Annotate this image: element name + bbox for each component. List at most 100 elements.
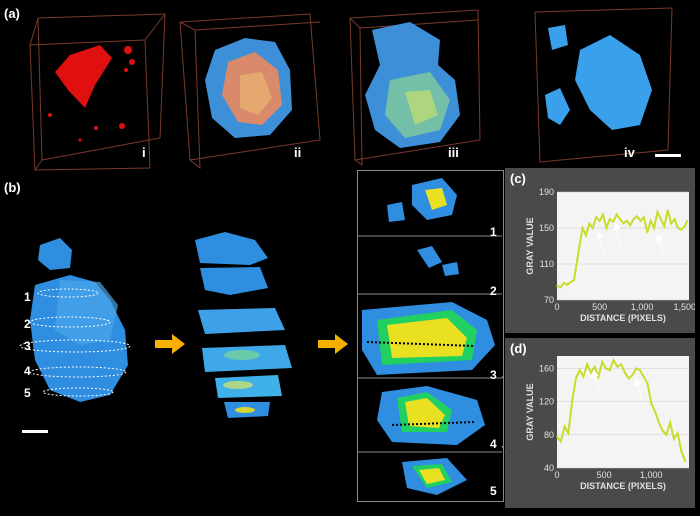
data-point [563, 425, 566, 428]
y-tick-label: 80 [544, 430, 554, 440]
data-point [622, 222, 625, 225]
data-point [636, 215, 638, 218]
data-point [669, 421, 671, 424]
plot-area [557, 192, 689, 300]
slice-number-4: 4 [24, 364, 31, 378]
slice-number-1: 1 [24, 290, 31, 304]
data-point [581, 227, 584, 229]
data-point [670, 222, 672, 225]
data-point [588, 222, 591, 225]
data-point [639, 220, 642, 222]
data-point [680, 229, 683, 231]
data-point [663, 225, 666, 227]
arrow-right-1 [155, 334, 185, 354]
y-tick-label: 40 [544, 463, 554, 473]
data-point [666, 209, 669, 211]
slice-number-5: 5 [24, 386, 31, 400]
arrow-right-2 [318, 334, 348, 354]
annotation-arrow [658, 240, 665, 255]
data-point [632, 218, 635, 220]
rendering-ii-cube [179, 13, 321, 170]
data-point [680, 450, 683, 453]
profile-line [556, 208, 689, 289]
annotation-arrowhead [595, 231, 604, 240]
x-tick-label: 0 [554, 302, 559, 312]
data-point [653, 227, 655, 229]
data-point [578, 247, 580, 249]
data-point [684, 460, 687, 463]
data-point [620, 363, 622, 366]
annotation-arrowhead [590, 369, 599, 378]
x-tick-label: 500 [597, 470, 612, 480]
annotation-arrowhead [612, 222, 621, 231]
data-point [605, 367, 607, 370]
data-point [575, 263, 578, 265]
data-point [559, 440, 562, 443]
rendering-i-cube [29, 13, 166, 172]
x-tick-label: 500 [592, 302, 607, 312]
data-point [627, 377, 630, 380]
panel-a-renderings [29, 7, 681, 172]
x-axis-title: DISTANCE (PIXELS) [580, 313, 666, 323]
data-point [642, 375, 645, 378]
y-axis-title: GRAY VALUE [525, 383, 535, 440]
data-point [612, 359, 615, 361]
data-point [601, 361, 604, 363]
data-point [649, 220, 652, 222]
data-point [656, 211, 659, 213]
red-particle-large [55, 45, 112, 108]
data-point [586, 363, 588, 366]
slice-number-2: 2 [24, 317, 31, 331]
data-point [631, 374, 634, 376]
data-point [605, 227, 608, 229]
data-point [654, 410, 656, 413]
data-point [590, 371, 592, 374]
data-point [575, 377, 577, 380]
annotation-arrow [593, 376, 600, 392]
data-point [556, 435, 558, 438]
right-slice-number-4: 4 [490, 437, 497, 451]
right-slice-number-5: 5 [490, 484, 497, 498]
data-point [566, 283, 569, 286]
slice-image-1 [387, 178, 457, 222]
slice-images [357, 178, 502, 495]
data-point [686, 220, 689, 222]
panel-label-b: (b) [4, 180, 21, 195]
panel-label-c: (c) [510, 171, 526, 186]
x-tick-label: 1,000 [631, 302, 654, 312]
data-point [650, 402, 653, 405]
rendering-iii-cube [349, 9, 481, 166]
data-point [683, 225, 686, 227]
label-iv: iv [624, 145, 635, 160]
data-point [591, 227, 594, 229]
data-point [609, 218, 611, 220]
slice-column [357, 170, 504, 502]
data-point [602, 213, 604, 216]
annotation-arrowhead [633, 378, 642, 387]
data-point [619, 218, 621, 220]
right-slice-number-1: 1 [490, 225, 497, 239]
annotation-arrow [636, 384, 643, 400]
rendering-iv-cube [534, 7, 673, 163]
panel-b-slicing [19, 232, 348, 433]
data-point [563, 282, 565, 284]
right-slice-number-2: 2 [490, 284, 497, 298]
slice-image-4 [377, 386, 485, 445]
data-point [673, 438, 675, 440]
data-point [597, 375, 600, 378]
x-tick-label: 1,500 [673, 302, 695, 312]
slice-image-5 [402, 458, 467, 495]
data-point [658, 421, 660, 424]
data-point [556, 284, 558, 287]
data-point [676, 432, 679, 434]
x-axis-title: DISTANCE (PIXELS) [580, 481, 666, 491]
data-point [578, 369, 581, 371]
data-point [639, 369, 641, 371]
data-point [643, 216, 645, 218]
data-point [665, 434, 668, 436]
panel-label-a: (a) [4, 6, 20, 21]
data-point [593, 365, 596, 368]
data-point [661, 429, 664, 432]
scale-bar-b [22, 430, 48, 433]
scale-bar-a [655, 154, 681, 157]
